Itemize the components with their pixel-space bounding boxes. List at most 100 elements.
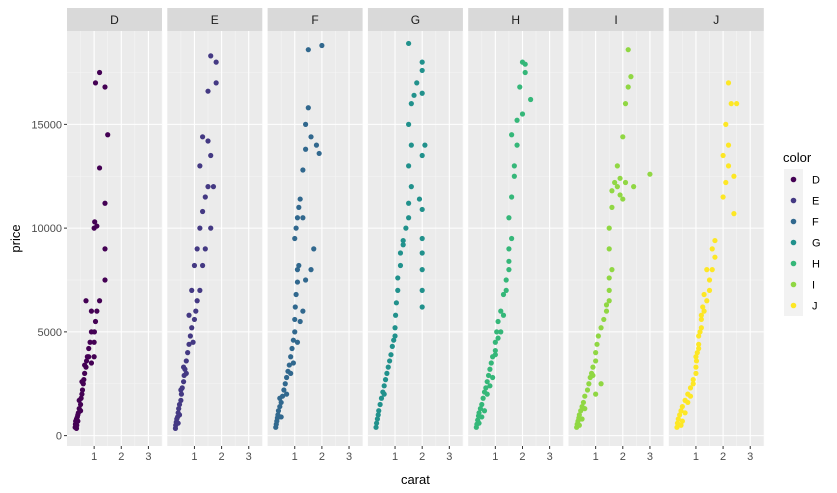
legend-key-g: [790, 239, 797, 246]
data-point: [487, 383, 493, 389]
data-point: [305, 47, 311, 53]
data-point: [381, 383, 387, 389]
data-point: [419, 267, 425, 273]
data-point: [408, 101, 414, 107]
data-point: [393, 300, 399, 306]
legend-label: I: [812, 280, 815, 292]
data-point: [696, 341, 702, 347]
data-point: [725, 163, 732, 169]
x-tick-label: 1: [91, 451, 97, 463]
data-point: [96, 165, 103, 171]
x-tick-label: 3: [145, 451, 151, 463]
facet-panel-h: H 1 2 3: [468, 8, 564, 463]
data-point: [622, 101, 629, 107]
data-point: [189, 287, 195, 293]
data-point: [208, 53, 214, 59]
data-point: [102, 84, 108, 90]
data-point: [582, 393, 588, 399]
data-point: [191, 262, 198, 269]
data-point: [208, 152, 214, 159]
data-point: [406, 40, 412, 47]
data-point: [94, 308, 100, 314]
data-point: [197, 287, 203, 293]
data-point: [731, 173, 737, 179]
data-point: [682, 410, 688, 416]
data-point: [176, 401, 183, 408]
data-point: [620, 134, 626, 140]
data-point: [278, 414, 284, 420]
legend-label: F: [812, 217, 819, 229]
data-point: [289, 345, 295, 352]
facet-panel-j: J 1 2 3: [668, 8, 765, 463]
panel-background: [568, 31, 664, 446]
data-point: [91, 329, 98, 335]
data-point: [79, 379, 85, 385]
legend-key-h: [790, 260, 797, 267]
data-point: [388, 352, 394, 358]
data-point: [509, 194, 515, 200]
legend-label: E: [812, 196, 819, 208]
data-point: [700, 304, 706, 310]
data-point: [284, 391, 290, 397]
data-point: [625, 47, 631, 53]
data-point: [576, 412, 582, 418]
data-point: [522, 69, 528, 76]
data-point: [205, 138, 211, 144]
data-point: [202, 246, 208, 252]
data-point: [178, 391, 185, 397]
data-point: [213, 80, 219, 86]
data-point: [282, 381, 288, 387]
data-point: [723, 121, 729, 127]
data-point: [77, 401, 84, 408]
x-tick-label: 3: [446, 451, 452, 463]
data-point: [385, 364, 391, 370]
data-point: [96, 69, 103, 76]
data-point: [419, 67, 425, 74]
facet-strip-label: E: [211, 13, 219, 27]
data-point: [300, 308, 306, 314]
data-point: [678, 408, 684, 414]
data-point: [723, 179, 729, 186]
data-point: [387, 358, 393, 364]
data-point: [377, 401, 383, 408]
x-tick-label: 3: [647, 451, 653, 463]
data-point: [178, 397, 184, 403]
data-point: [706, 277, 713, 283]
data-point: [277, 395, 283, 401]
data-point: [480, 395, 486, 401]
data-point: [484, 379, 490, 385]
data-point: [197, 225, 203, 231]
data-point: [419, 250, 425, 256]
data-point: [278, 399, 284, 406]
data-point: [698, 316, 704, 323]
data-point: [419, 287, 425, 293]
data-point: [609, 188, 615, 194]
data-point: [92, 80, 99, 86]
data-point: [522, 61, 528, 67]
data-point: [76, 397, 82, 403]
data-point: [625, 84, 631, 90]
data-point: [498, 329, 504, 335]
x-tick-label: 2: [319, 451, 325, 463]
facet-strip: [468, 8, 564, 31]
data-point: [296, 204, 302, 210]
data-point: [303, 121, 309, 127]
facet-panel-d: D 1 2 3: [67, 8, 163, 463]
data-point: [191, 316, 198, 323]
data-point: [594, 341, 600, 347]
data-point: [83, 298, 89, 304]
data-point: [704, 267, 710, 273]
data-point: [687, 385, 694, 391]
data-point: [603, 308, 610, 314]
data-point: [685, 399, 691, 406]
data-point: [194, 246, 200, 252]
data-point: [294, 267, 301, 273]
data-point: [734, 101, 740, 107]
data-point: [397, 250, 404, 256]
legend-key-i: [790, 281, 797, 288]
data-point: [213, 59, 219, 65]
legend-label: D: [812, 175, 820, 187]
data-point: [690, 381, 696, 387]
data-point: [292, 316, 298, 323]
